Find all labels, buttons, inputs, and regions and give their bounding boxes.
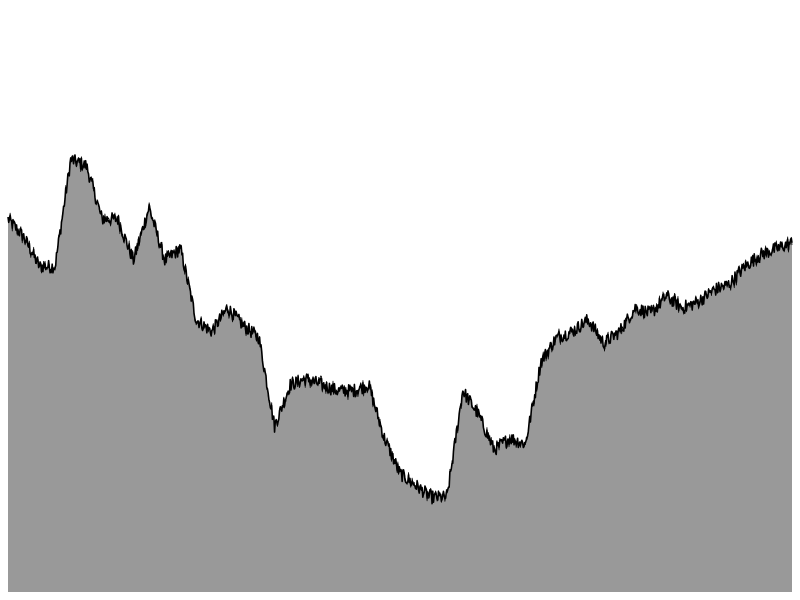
series-layer [7, 154, 793, 592]
series-line-0-pass-1 [7, 154, 793, 504]
series-area-0 [8, 155, 792, 592]
